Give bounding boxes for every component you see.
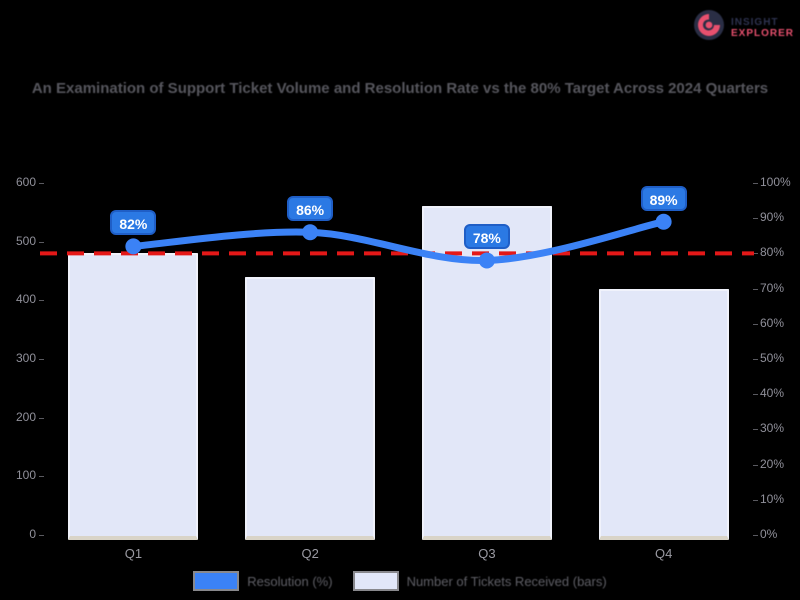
right-axis-tick-mark (753, 535, 758, 536)
right-axis-tick-mark (753, 499, 758, 501)
left-axis-tick: 200 (15, 409, 36, 424)
left-axis-tick-mark (39, 183, 44, 184)
bar (421, 206, 552, 540)
line-point (302, 224, 319, 241)
right-axis-tick: 10% (760, 491, 785, 506)
legend-swatch-line (193, 571, 240, 591)
right-axis-tick: 90% (760, 210, 785, 225)
line-point (655, 213, 672, 230)
right-axis-tick: 100% (760, 175, 791, 189)
left-axis-tick-mark (39, 359, 44, 360)
legend-label-line: Resolution (%) (247, 573, 333, 589)
left-axis-tick-mark (39, 241, 44, 243)
right-axis-tick-mark (753, 464, 758, 466)
bar (245, 276, 376, 540)
logo-text-line1: INSIGHT (730, 16, 779, 28)
legend-label-bar: Number of Tickets Received (bars) (406, 573, 607, 589)
x-axis-label: Q1 (124, 546, 143, 561)
chart-title: An Examination of Support Ticket Volume … (31, 80, 769, 97)
right-axis-tick-mark (753, 429, 758, 431)
right-axis-tick-mark (753, 253, 758, 255)
legend-swatch-bar (352, 571, 399, 591)
left-axis-tick-mark (39, 535, 44, 536)
logo: INSIGHT EXPLORER (692, 8, 794, 47)
point-value-label: 82% (110, 210, 157, 236)
left-axis-tick: 400 (15, 292, 36, 307)
legend-item-resolution: Resolution (%) (193, 571, 333, 591)
point-value-label: 89% (640, 185, 687, 211)
legend: Resolution (%) Number of Tickets Receive… (0, 567, 800, 595)
resolution-line (129, 218, 668, 264)
right-axis-tick: 30% (760, 421, 785, 436)
right-axis-tick-mark (753, 288, 758, 290)
left-axis-tick: 500 (15, 233, 36, 248)
left-axis-tick-mark (39, 476, 44, 478)
logo-text: INSIGHT EXPLORER (731, 17, 794, 39)
line-point (125, 238, 142, 255)
x-axis-label: Q4 (654, 546, 673, 561)
point-value-label: 78% (463, 224, 510, 250)
left-axis-tick: 600 (15, 175, 36, 189)
left-axis-tick-mark (39, 417, 44, 419)
line-points (125, 213, 672, 269)
x-axis-label: Q2 (301, 546, 319, 561)
left-axis-tick: 100 (15, 468, 36, 483)
right-axis-tick: 50% (760, 351, 785, 365)
right-axis-tick: 0% (760, 527, 778, 541)
left-axis-tick-mark (39, 300, 44, 302)
point-value-label: 86% (287, 196, 334, 222)
legend-item-tickets: Number of Tickets Received (bars) (352, 571, 607, 591)
bar (598, 288, 729, 540)
right-axis-tick: 60% (760, 315, 785, 330)
right-axis-tick-mark (753, 323, 758, 325)
x-axis-label: Q3 (478, 546, 496, 561)
right-axis-tick-mark (753, 394, 758, 396)
right-axis-tick: 40% (760, 386, 785, 401)
right-axis-tick-mark (753, 218, 758, 220)
left-axis-tick: 300 (15, 351, 36, 365)
aperture-logo-icon (692, 8, 726, 47)
right-axis-tick: 20% (760, 456, 785, 471)
right-axis-tick: 70% (760, 280, 785, 295)
right-axis-tick-mark (753, 359, 758, 360)
right-axis-tick: 80% (760, 245, 785, 260)
bar (68, 253, 199, 540)
right-axis-tick-mark (753, 183, 758, 184)
left-axis-tick: 0 (29, 527, 36, 541)
logo-text-line2: EXPLORER (730, 27, 794, 39)
